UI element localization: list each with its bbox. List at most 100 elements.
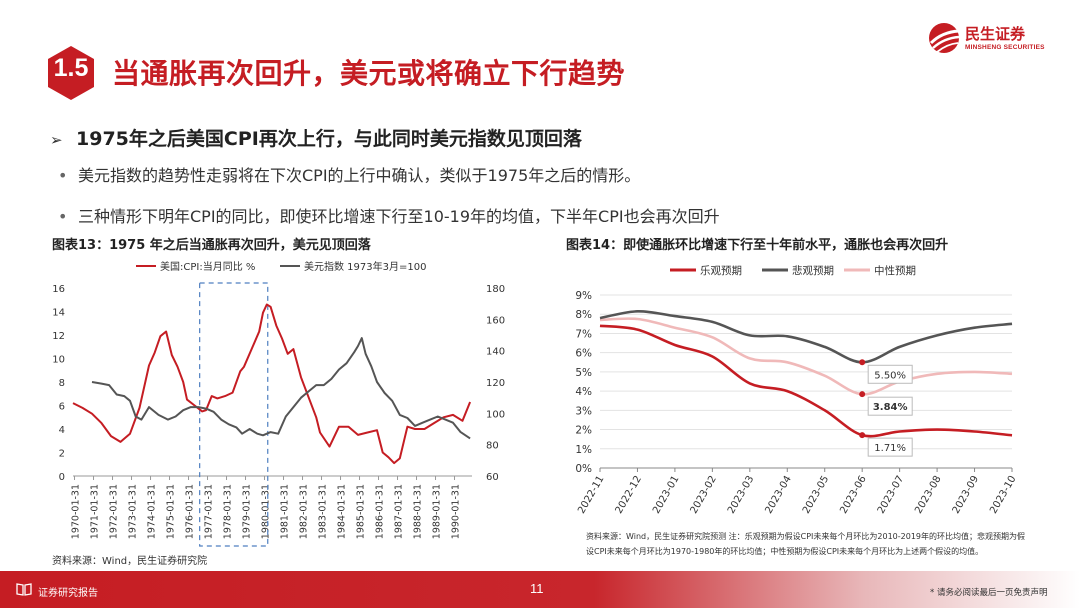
y-left-tick-label: 8 (59, 378, 65, 389)
x-tick-label: 1984-01-31 (337, 484, 348, 539)
disclaimer: * 请务必阅读最后一页免责声明 (930, 588, 1048, 598)
x-tick-label: 1978-01-31 (223, 484, 234, 539)
annotation-box (867, 396, 913, 416)
legend-label-cpi: 美国:CPI:当月同比 % (160, 260, 255, 273)
y-tick-label: 1% (575, 444, 592, 456)
bullet-text: 三种情形下明年CPI的同比，即使环比增速下行至10-19年的均值，下半年CPI也… (78, 207, 720, 226)
bullet-text: 美元指数的趋势性走弱将在下次CPI的上行中确认，类似于1975年之后的情形。 (78, 166, 641, 185)
y-tick-label: 5% (575, 367, 592, 379)
section-number-badge: 1.5 (44, 44, 98, 102)
y-tick-label: 6% (575, 348, 592, 360)
footer: 证券研究报告 11 * 请务必阅读最后一页免责声明 (0, 571, 1080, 608)
x-tick-label: 1982-01-31 (299, 484, 310, 539)
bullet-item: • 三种情形下明年CPI的同比，即使环比增速下行至10-19年的均值，下半年CPI… (58, 203, 720, 227)
y-left-tick-label: 4 (59, 425, 65, 436)
series-dollar-index-line (91, 337, 471, 440)
x-tick-label: 1983-01-31 (318, 484, 329, 539)
y-tick-label: 4% (575, 386, 592, 398)
footer-label: 证券研究报告 (38, 588, 98, 599)
y-left-tick-label: 10 (52, 355, 65, 366)
y-left-tick-label: 2 (59, 449, 65, 460)
annotation-box (867, 364, 913, 384)
y-left-tick-label: 6 (59, 402, 65, 413)
y-left-tick-label: 12 (52, 331, 65, 342)
x-tick-label: 2023-01 (651, 474, 681, 516)
annotation-point (859, 359, 866, 366)
x-tick-label: 2023-06 (838, 474, 868, 516)
x-tick-label: 1989-01-31 (432, 484, 443, 539)
x-tick-label: 1976-01-31 (185, 484, 196, 539)
x-tick-label: 1985-01-31 (356, 484, 367, 539)
legend-label: 中性预期 (874, 264, 916, 277)
series-line-0 (599, 324, 1013, 438)
annotation-point (859, 391, 866, 398)
logo-mark-icon (929, 23, 960, 53)
x-tick-label: 2023-05 (801, 474, 831, 516)
y-tick-label: 2% (575, 425, 592, 437)
y-right-tick-label: 120 (486, 378, 505, 389)
x-tick-label: 2023-03 (726, 474, 756, 516)
arrow-bullet-icon: ➢ (50, 131, 63, 149)
x-tick-label: 2023-10 (988, 474, 1018, 516)
x-tick-label: 1977-01-31 (204, 484, 215, 539)
y-right-tick-label: 140 (486, 347, 505, 358)
x-tick-label: 2022-12 (614, 474, 644, 516)
y-tick-label: 7% (575, 328, 592, 340)
annotation-point (859, 432, 866, 439)
x-tick-label: 2022-11 (576, 474, 606, 516)
x-tick-label: 1972-01-31 (109, 484, 120, 539)
chart13-cpi-vs-dollar: 美国:CPI:当月同比 % 美元指数 1973年3月=100 16 14 12 10 8 6 4… (52, 260, 505, 547)
logo-name: 民生证券 (965, 25, 1026, 43)
x-tick-label: 2023-04 (763, 474, 793, 516)
x-tick-label: 2023-02 (689, 474, 719, 516)
annotation-box (867, 437, 913, 457)
x-tick-label: 2023-07 (876, 474, 906, 516)
x-tick-label: 1971-01-31 (90, 484, 101, 539)
annotation-label: 1.71% (874, 443, 906, 454)
highlight-period-box (199, 282, 269, 547)
y-tick-label: 0% (575, 463, 592, 475)
x-tick-label: 1970-01-31 (71, 484, 82, 539)
series-line-1 (599, 309, 1013, 364)
series-cpi-line (72, 303, 472, 465)
y-right-tick-label: 80 (486, 441, 499, 452)
section-heading-text: 1975年之后美国CPI再次上行，与此同时美元指数见顶回落 (76, 128, 582, 150)
x-tick-label: 1988-01-31 (413, 484, 424, 539)
series-line-2 (599, 317, 1013, 396)
x-tick-label: 1973-01-31 (128, 484, 139, 539)
page-title: 当通胀再次回升，美元或将确立下行趋势 (112, 57, 626, 90)
legend-label: 悲观预期 (792, 264, 834, 277)
annotation-label: 3.84% (873, 402, 908, 413)
x-tick-label: 1980-01-31 (261, 484, 272, 539)
annotation-label: 5.50% (874, 370, 906, 381)
x-tick-label: 1990-01-31 (451, 484, 462, 539)
x-tick-label: 2023-09 (951, 474, 981, 516)
y-left-tick-label: 0 (59, 472, 65, 483)
legend-label: 乐观预期 (700, 265, 742, 277)
company-logo: 民生证券 MINSHENG SECURITIES (928, 22, 1058, 56)
legend-label-dollar: 美元指数 1973年3月=100 (304, 260, 426, 273)
page-number: 11 (530, 581, 544, 596)
chart14-title: 图表14：即使通胀环比增速下行至十年前水平，通胀也会再次回升 (566, 238, 949, 253)
y-right-tick-label: 160 (486, 315, 505, 326)
section-heading: ➢ 1975年之后美国CPI再次上行，与此同时美元指数见顶回落 (50, 124, 582, 151)
x-tick-label: 1981-01-31 (280, 484, 291, 539)
y-right-tick-label: 100 (486, 409, 505, 420)
logo-subtitle: MINSHENG SECURITIES (965, 44, 1045, 51)
chart14-source-note: 资料来源：Wind，民生证券研究院预测 注：乐观预期为假设CPI未来每个月环比为… (586, 532, 1026, 556)
y-right-tick-label: 60 (486, 472, 499, 483)
y-left-tick-label: 16 (52, 284, 65, 295)
y-tick-label: 3% (575, 405, 592, 417)
x-tick-label: 1986-01-31 (375, 484, 386, 539)
y-right-tick-label: 180 (486, 284, 505, 295)
x-tick-label: 1974-01-31 (147, 484, 158, 539)
book-icon (16, 583, 32, 596)
x-tick-label: 1975-01-31 (166, 484, 177, 539)
bullet-dot-icon: • (58, 166, 68, 185)
x-tick-label: 2023-08 (913, 474, 943, 516)
x-tick-label: 1979-01-31 (242, 484, 253, 539)
chart13-source: 资料来源：Wind，民生证券研究院 (52, 556, 208, 567)
y-tick-label: 8% (575, 309, 592, 321)
chart13-title: 图表13：1975 年之后当通胀再次回升，美元见顶回落 (52, 238, 371, 253)
